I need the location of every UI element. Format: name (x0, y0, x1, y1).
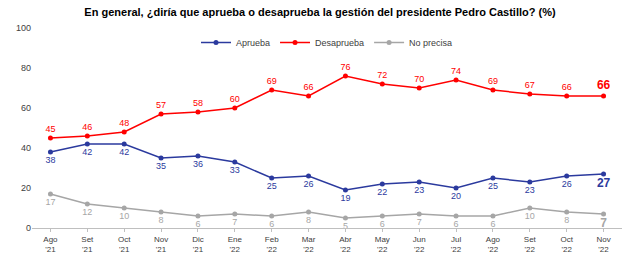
svg-text:66: 66 (597, 78, 611, 92)
svg-text:25: 25 (267, 181, 277, 191)
svg-text:26: 26 (304, 179, 314, 189)
svg-text:70: 70 (414, 74, 424, 84)
svg-text:Ene'22: Ene'22 (228, 235, 243, 254)
svg-text:58: 58 (193, 98, 203, 108)
svg-text:6: 6 (454, 219, 459, 229)
svg-text:6: 6 (269, 219, 274, 229)
svg-text:5: 5 (343, 221, 348, 231)
svg-text:72: 72 (377, 70, 387, 80)
svg-text:10: 10 (119, 211, 129, 221)
svg-text:48: 48 (119, 118, 129, 128)
svg-text:45: 45 (45, 124, 55, 134)
svg-text:Ago'21: Ago'21 (43, 235, 58, 254)
svg-text:6: 6 (490, 219, 495, 229)
svg-text:74: 74 (451, 66, 461, 76)
svg-text:Set'21: Set'21 (81, 235, 94, 254)
svg-text:23: 23 (414, 185, 424, 195)
svg-text:6: 6 (195, 219, 200, 229)
svg-text:7: 7 (600, 216, 607, 230)
svg-text:25: 25 (488, 181, 498, 191)
svg-text:0: 0 (26, 223, 31, 233)
svg-text:Mar'22: Mar'22 (302, 235, 316, 254)
svg-text:Oct'21: Oct'21 (118, 235, 131, 254)
svg-text:66: 66 (304, 82, 314, 92)
svg-text:No precisa: No precisa (409, 38, 452, 48)
svg-text:Jun'22: Jun'22 (413, 235, 426, 254)
svg-text:69: 69 (488, 76, 498, 86)
svg-text:76: 76 (340, 62, 350, 72)
svg-text:7: 7 (232, 217, 237, 227)
svg-text:Desaprueba: Desaprueba (315, 38, 364, 48)
svg-text:38: 38 (45, 155, 55, 165)
svg-text:Jul'22: Jul'22 (451, 235, 462, 254)
svg-text:22: 22 (377, 187, 387, 197)
svg-text:20: 20 (21, 183, 31, 193)
svg-text:Ago'22: Ago'22 (486, 235, 501, 254)
svg-text:8: 8 (159, 215, 164, 225)
svg-text:46: 46 (82, 122, 92, 132)
svg-text:Abr'22: Abr'22 (339, 235, 352, 254)
svg-text:10: 10 (525, 211, 535, 221)
svg-text:19: 19 (340, 193, 350, 203)
svg-text:17: 17 (45, 197, 55, 207)
svg-text:60: 60 (21, 103, 31, 113)
svg-text:57: 57 (156, 100, 166, 110)
svg-text:35: 35 (156, 161, 166, 171)
svg-text:36: 36 (193, 159, 203, 169)
svg-text:23: 23 (525, 185, 535, 195)
svg-text:Nov'22: Nov'22 (596, 235, 610, 254)
svg-text:80: 80 (21, 63, 31, 73)
svg-text:100: 100 (16, 23, 31, 33)
svg-text:26: 26 (562, 179, 572, 189)
svg-text:42: 42 (82, 147, 92, 157)
svg-text:42: 42 (119, 147, 129, 157)
svg-text:69: 69 (267, 76, 277, 86)
svg-text:Oct'22: Oct'22 (560, 235, 573, 254)
svg-text:En general, ¿diría que aprueba: En general, ¿diría que aprueba o desapru… (84, 6, 556, 19)
svg-text:6: 6 (380, 219, 385, 229)
svg-text:66: 66 (562, 82, 572, 92)
svg-text:Set'22: Set'22 (524, 235, 537, 254)
svg-text:Aprueba: Aprueba (236, 38, 270, 48)
svg-text:40: 40 (21, 143, 31, 153)
svg-text:12: 12 (82, 207, 92, 217)
svg-text:8: 8 (564, 215, 569, 225)
svg-text:67: 67 (525, 80, 535, 90)
svg-text:Feb'22: Feb'22 (265, 235, 279, 254)
svg-text:33: 33 (230, 165, 240, 175)
svg-text:7: 7 (417, 217, 422, 227)
svg-text:20: 20 (451, 191, 461, 201)
svg-text:Dic'21: Dic'21 (192, 235, 204, 254)
svg-text:27: 27 (597, 176, 611, 190)
svg-text:8: 8 (306, 215, 311, 225)
svg-text:May'22: May'22 (375, 235, 390, 254)
svg-text:Nov'21: Nov'21 (154, 235, 168, 254)
svg-text:60: 60 (230, 94, 240, 104)
